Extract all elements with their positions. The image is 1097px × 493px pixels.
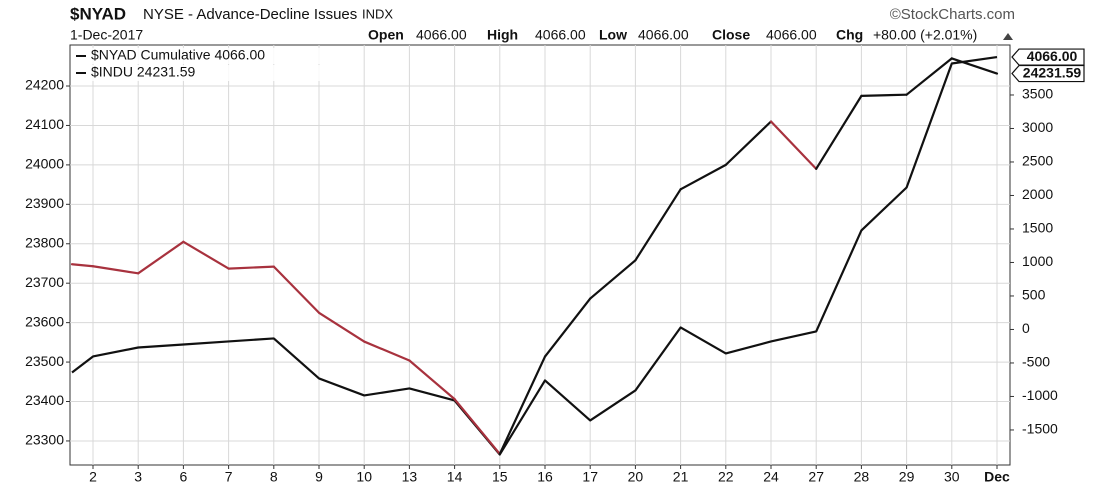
y-tick-label: 23600	[25, 313, 64, 329]
line-segment	[589, 259, 637, 300]
line-segment	[679, 163, 727, 191]
y-tick-label: 23800	[25, 234, 64, 250]
badge-label: 4066.00	[1027, 48, 1078, 64]
line-segment	[453, 398, 501, 456]
quote-value: 4066.00	[638, 27, 689, 43]
x-tick-label: 14	[447, 469, 463, 485]
x-tick-label: 3	[134, 469, 142, 485]
legend-bg	[73, 48, 338, 64]
copyright: ©StockCharts.com	[890, 6, 1015, 23]
line-segment	[815, 94, 863, 170]
quote-label: Low	[599, 27, 627, 43]
y2-tick-label: 2000	[1022, 186, 1053, 202]
x-tick-label: 13	[402, 469, 418, 485]
line-segment	[227, 265, 275, 270]
y-tick-label: 23500	[25, 353, 64, 369]
line-segment	[408, 359, 456, 401]
x-tick-label: 8	[270, 469, 278, 485]
x-tick-label: 15	[492, 469, 508, 485]
quote-value: +80.00 (+2.01%)	[873, 27, 977, 43]
chart-title: NYSE - Advance-Decline Issues	[143, 6, 357, 23]
x-tick-label: 27	[808, 469, 824, 485]
up-arrow	[1003, 33, 1013, 40]
line-segment	[543, 297, 592, 358]
x-tick-label: 16	[537, 469, 553, 485]
y-tick-label: 23900	[25, 195, 64, 211]
legend-bg	[73, 65, 338, 81]
legend-label: $INDU 24231.59	[91, 64, 196, 80]
line-segment	[498, 355, 547, 456]
x-tick-label: 24	[763, 469, 779, 485]
last-value-badge: 24231.59	[1011, 64, 1085, 83]
y2-tick-label: -1000	[1022, 387, 1058, 403]
x-tick-label: 29	[899, 469, 915, 485]
line-segment	[860, 93, 908, 97]
line-segment	[182, 240, 230, 270]
x-tick-label: 7	[225, 469, 233, 485]
y2-tick-label: -500	[1022, 354, 1050, 370]
y-tick-label: 24100	[25, 116, 64, 132]
quote-label: Close	[712, 27, 750, 43]
x-tick-label: 9	[315, 469, 323, 485]
x-tick-label: 2	[89, 469, 97, 485]
line-segment	[724, 120, 773, 166]
quote-value: 4066.00	[416, 27, 467, 43]
line	[71, 55, 998, 456]
quote-label: Open	[368, 27, 404, 43]
x-tick-label: Dec	[984, 469, 1010, 485]
line-segment	[137, 240, 185, 275]
date: 1-Dec-2017	[70, 27, 143, 43]
y2-tick-label: 3000	[1022, 119, 1053, 135]
y2-tick-label: 2500	[1022, 153, 1053, 169]
line-segment	[363, 340, 411, 362]
line-segment	[70, 263, 95, 268]
last-value-badge: 4066.00	[1011, 48, 1085, 66]
badge-label: 24231.59	[1023, 64, 1082, 80]
line-segment	[272, 265, 321, 314]
x-tick-label: 10	[356, 469, 372, 485]
y-tick-label: 23300	[25, 432, 64, 448]
line-segment	[634, 188, 682, 262]
y2-tick-label: 1000	[1022, 253, 1053, 269]
quote-value: 4066.00	[766, 27, 817, 43]
y2-tick-label: 500	[1022, 287, 1046, 303]
x-tick-label: 22	[718, 469, 734, 485]
x-tick-label: 17	[582, 469, 598, 485]
y-tick-label: 23400	[25, 392, 64, 408]
quote-label: High	[487, 27, 518, 43]
x-tick-label: 21	[673, 469, 689, 485]
y2-tick-label: 0	[1022, 320, 1030, 336]
exchange: INDX	[362, 6, 393, 21]
x-tick-label: 20	[628, 469, 644, 485]
y-tick-label: 24200	[25, 77, 64, 93]
line-segment	[769, 120, 818, 170]
badge-box	[1011, 48, 1085, 66]
line-segment	[905, 57, 953, 96]
line-segment	[950, 57, 999, 75]
symbol: $NYAD	[70, 4, 126, 23]
y2-tick-label: -1500	[1022, 421, 1058, 437]
x-tick-label: 28	[854, 469, 870, 485]
plot-frame	[69, 44, 1011, 466]
y-tick-label: 23700	[25, 274, 64, 290]
legend-label: $NYAD Cumulative 4066.00	[91, 47, 265, 63]
x-tick-label: 30	[944, 469, 960, 485]
y2-tick-label: 3500	[1022, 86, 1053, 102]
y2-tick-label: 1500	[1022, 220, 1053, 236]
y-tick-label: 24000	[25, 156, 64, 172]
badge-box	[1011, 64, 1085, 83]
quote-label: Chg	[836, 27, 863, 43]
line-segment	[91, 265, 140, 275]
quote-value: 4066.00	[535, 27, 586, 43]
line-segment	[317, 311, 366, 343]
x-tick-label: 6	[180, 469, 188, 485]
